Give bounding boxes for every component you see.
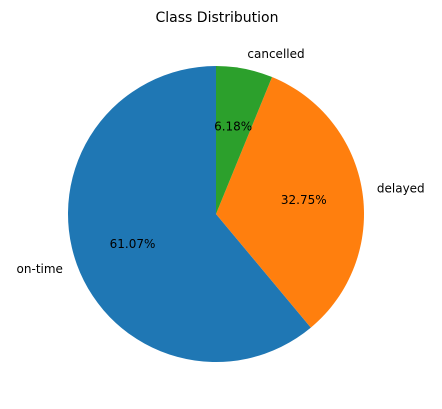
slice-label-on-time: on-time bbox=[17, 262, 63, 276]
percent-label-on-time: 61.07% bbox=[110, 237, 156, 251]
pie-slice-delayed bbox=[216, 77, 365, 328]
slices-group bbox=[68, 66, 365, 363]
percent-label-cancelled: 6.18% bbox=[214, 119, 252, 133]
pie-slice-on-time bbox=[68, 66, 311, 363]
labels-group: on-time 61.07% delayed 32.75% cancelled 6.18% bbox=[17, 47, 425, 276]
percent-label-delayed: 32.75% bbox=[281, 193, 327, 207]
slice-label-delayed: delayed bbox=[377, 182, 425, 196]
slice-label-cancelled: cancelled bbox=[247, 47, 304, 61]
pie-slice-cancelled bbox=[216, 66, 273, 214]
chart-title: Class Distribution bbox=[156, 10, 279, 26]
